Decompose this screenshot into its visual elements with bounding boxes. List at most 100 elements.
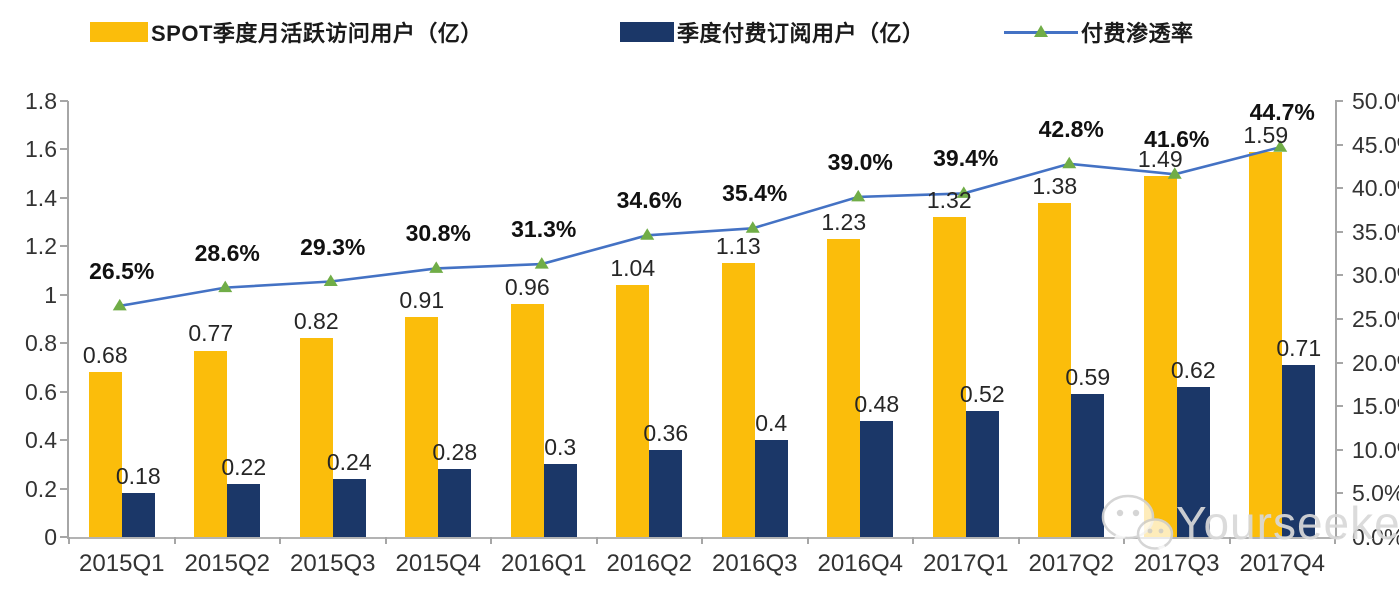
bar-subs	[1282, 365, 1316, 537]
bar-mau	[827, 239, 861, 537]
bottom-axis-tick	[490, 537, 492, 544]
right-axis-tick-label: 50.0%	[1352, 88, 1399, 114]
left-axis-tick-label: 1.2	[25, 233, 57, 260]
bar-subs	[965, 411, 999, 537]
left-axis-tick	[60, 148, 68, 151]
x-axis-label: 2016Q4	[817, 550, 903, 577]
bar-label-subs: 0.4	[755, 410, 788, 437]
bar-mau	[721, 263, 755, 537]
bar-subs	[860, 420, 894, 537]
bar-mau	[88, 372, 122, 537]
right-axis-tick	[1335, 448, 1343, 451]
bar-label-mau: 0.96	[504, 274, 550, 301]
bar-label-subs: 0.59	[1065, 364, 1111, 391]
bottom-axis-tick	[279, 537, 281, 544]
bottom-axis-tick	[1017, 537, 1020, 544]
x-axis-label: 2016Q1	[501, 550, 587, 577]
bar-subs	[1176, 386, 1210, 537]
bar-mau	[405, 316, 439, 537]
bar-mau	[194, 350, 228, 537]
left-axis-tick-label: 1.4	[25, 184, 57, 211]
legend-item-mau: SPOT季度月活跃访问用户（亿）	[90, 20, 483, 46]
bottom-axis-tick	[173, 537, 176, 544]
right-axis-tick-label: 45.0%	[1352, 131, 1399, 158]
bar-label-mau: 1.23	[821, 209, 867, 236]
left-axis-tick-label: 0	[44, 524, 57, 550]
left-axis-tick	[60, 293, 68, 296]
left-axis-tick-label: 1	[44, 281, 57, 308]
bar-label-mau: 0.77	[188, 320, 234, 347]
right-axis-tick-label: 20.0%	[1352, 349, 1399, 376]
legend-label-penetration: 付费渗透率	[1081, 21, 1194, 46]
legend-label-subs: 季度付费订阅用户（亿）	[677, 21, 925, 46]
bar-mau	[299, 338, 333, 537]
plot-area: 0.68 0.18 2015Q1 26.5% 0.77 0.22 2015Q2 28.6% 0.…	[60, 99, 1343, 577]
right-axis-tick-label: 25.0%	[1352, 306, 1399, 332]
bottom-axis-tick	[1228, 537, 1231, 544]
right-axis-tick	[1335, 361, 1343, 364]
penetration-label: 39.4%	[933, 145, 999, 172]
right-axis-tick-label: 35.0%	[1352, 218, 1399, 245]
penetration-label: 44.7%	[1249, 99, 1315, 126]
penetration-label: 34.6%	[616, 187, 682, 214]
bar-subs	[1071, 394, 1105, 537]
bar-label-mau: 1.04	[610, 255, 656, 282]
bar-subs	[649, 449, 683, 537]
right-axis-tick	[1335, 187, 1343, 190]
right-axis-tick	[1335, 318, 1343, 320]
bar-mau	[510, 304, 544, 537]
left-axis-tick-label: 1.8	[25, 88, 57, 114]
bottom-axis-tick	[912, 537, 914, 544]
left-axis-tick	[60, 487, 68, 490]
right-axis-tick-label: 5.0%	[1352, 480, 1399, 507]
bottom-axis-tick	[1334, 537, 1336, 544]
x-axis-label: 2015Q2	[184, 550, 270, 577]
bar-label-subs: 0.3	[544, 434, 577, 461]
legend-line-marker-icon	[1004, 22, 1078, 42]
bottom-axis-tick	[806, 537, 809, 544]
legend-item-penetration: 付费渗透率	[1004, 20, 1194, 46]
bar-label-subs: 0.48	[854, 390, 900, 417]
penetration-label: 31.3%	[511, 216, 577, 243]
bar-label-mau: 1.32	[926, 187, 972, 214]
penetration-label: 42.8%	[1038, 115, 1104, 142]
bar-subs	[227, 483, 261, 537]
bottom-axis-tick	[701, 537, 703, 544]
left-axis-tick	[60, 342, 68, 345]
right-axis-tick	[1335, 405, 1343, 408]
right-axis-tick-label: 30.0%	[1352, 262, 1399, 289]
bottom-axis-tick	[384, 537, 387, 544]
legend-item-subs: 季度付费订阅用户（亿）	[620, 20, 925, 46]
left-axis-tick	[60, 439, 68, 442]
bar-subs	[543, 464, 577, 537]
legend-swatch-subs-icon	[620, 22, 674, 42]
penetration-label: 28.6%	[194, 239, 260, 266]
right-axis-tick-label: 0.0%	[1352, 524, 1399, 550]
legend-label-mau: SPOT季度月活跃访问用户（亿）	[151, 21, 483, 46]
x-axis-label: 2017Q3	[1134, 550, 1220, 577]
wechat-icon	[1101, 494, 1174, 552]
bar-label-mau: 0.82	[293, 308, 339, 335]
left-axis-tick	[60, 390, 68, 393]
left-axis-tick	[60, 196, 68, 199]
bar-label-subs: 0.71	[1276, 335, 1322, 362]
bar-label-subs: 0.24	[326, 448, 372, 475]
bottom-axis-tick	[1123, 537, 1125, 544]
bottom-axis-tick	[595, 537, 598, 544]
left-axis-tick-label: 0.2	[25, 475, 57, 502]
x-axis-label: 2015Q1	[79, 550, 165, 577]
left-axis-tick	[60, 536, 68, 538]
bar-label-mau: 1.38	[1032, 172, 1078, 199]
bar-label-subs: 0.52	[959, 381, 1005, 408]
right-axis-tick	[1335, 143, 1343, 146]
penetration-label: 35.4%	[722, 180, 788, 207]
bar-label-subs: 0.22	[221, 453, 267, 480]
penetration-label: 30.8%	[405, 220, 471, 247]
left-axis-tick	[60, 100, 68, 102]
left-axis-tick	[60, 245, 68, 248]
x-axis-label: 2016Q3	[712, 550, 798, 577]
x-axis-label: 2015Q4	[395, 550, 481, 577]
penetration-label: 29.3%	[300, 233, 366, 260]
legend-swatch-mau-icon	[90, 22, 148, 42]
